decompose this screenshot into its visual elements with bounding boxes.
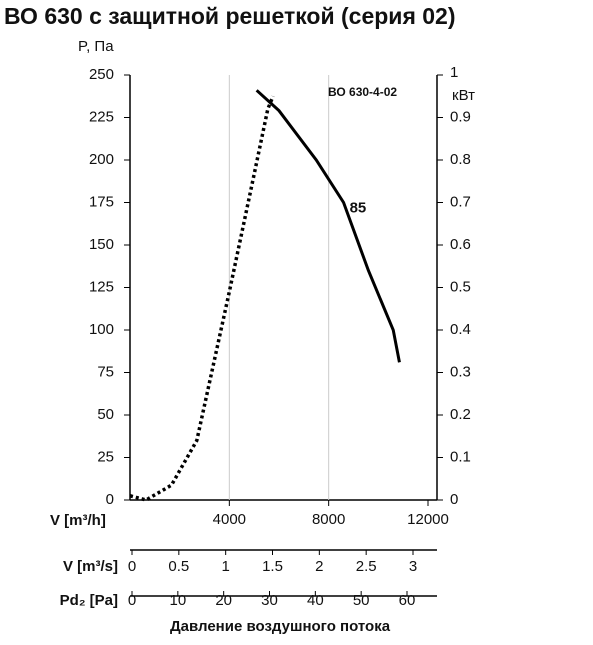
chart-title: ВО 630 с защитной решеткой (серия 02) bbox=[4, 3, 456, 29]
extra-tick-label: 2 bbox=[315, 558, 323, 575]
y-tick-label: 225 bbox=[89, 108, 114, 125]
y2-tick-label: 0.6 bbox=[450, 236, 471, 253]
x-tick-label: 8000 bbox=[312, 511, 345, 528]
y2-tick-label: 0.9 bbox=[450, 108, 471, 125]
y-tick-label: 175 bbox=[89, 193, 114, 210]
y-axis-label: P, Па bbox=[78, 38, 114, 55]
y2-tick-label: 1 bbox=[450, 64, 458, 81]
extra-tick-label: 0 bbox=[128, 558, 136, 575]
extra-tick-label: 40 bbox=[307, 592, 324, 609]
series-line bbox=[129, 95, 275, 502]
extra-tick-label: 10 bbox=[169, 592, 186, 609]
extra-tick-label: 20 bbox=[215, 592, 232, 609]
extra-tick-label: 3 bbox=[409, 558, 417, 575]
y-tick-label: 200 bbox=[89, 151, 114, 168]
y2-axis-label: кВт bbox=[452, 87, 475, 104]
extra-axis-label: Pd₂ [Pa] bbox=[60, 592, 118, 609]
y2-tick-label: 0.5 bbox=[450, 278, 471, 295]
extra-tick-label: 50 bbox=[353, 592, 370, 609]
y2-tick-label: 0.1 bbox=[450, 448, 471, 465]
extra-tick-label: 0 bbox=[128, 592, 136, 609]
y-tick-label: 0 bbox=[106, 491, 114, 508]
series-label: ВО 630-4-02 bbox=[328, 85, 397, 99]
footer: Давление воздушного потока bbox=[170, 618, 391, 635]
y2-tick-label: 0 bbox=[450, 491, 458, 508]
y2-tick-label: 0.2 bbox=[450, 406, 471, 423]
y2-tick-label: 0.4 bbox=[450, 321, 471, 338]
annotation: 85 bbox=[350, 199, 367, 216]
x-tick-label: 4000 bbox=[213, 511, 246, 528]
y-tick-label: 50 bbox=[97, 406, 114, 423]
extra-tick-label: 2.5 bbox=[356, 558, 377, 575]
y-tick-label: 125 bbox=[89, 278, 114, 295]
y2-tick-label: 0.3 bbox=[450, 363, 471, 380]
extra-tick-label: 60 bbox=[399, 592, 416, 609]
series-line bbox=[255, 89, 401, 363]
y-tick-label: 100 bbox=[89, 321, 114, 338]
x-tick-label: 12000 bbox=[407, 511, 449, 528]
y-tick-label: 25 bbox=[97, 448, 114, 465]
y-tick-label: 75 bbox=[97, 363, 114, 380]
extra-tick-label: 0.5 bbox=[168, 558, 189, 575]
x-axis-label: V [m³/h] bbox=[50, 512, 106, 529]
y-tick-label: 150 bbox=[89, 236, 114, 253]
y-tick-label: 250 bbox=[89, 66, 114, 83]
y2-tick-label: 0.8 bbox=[450, 151, 471, 168]
extra-tick-label: 30 bbox=[261, 592, 278, 609]
y2-tick-label: 0.7 bbox=[450, 193, 471, 210]
extra-tick-label: 1.5 bbox=[262, 558, 283, 575]
extra-axis-label: V [m³/s] bbox=[63, 558, 118, 575]
extra-tick-label: 1 bbox=[221, 558, 229, 575]
